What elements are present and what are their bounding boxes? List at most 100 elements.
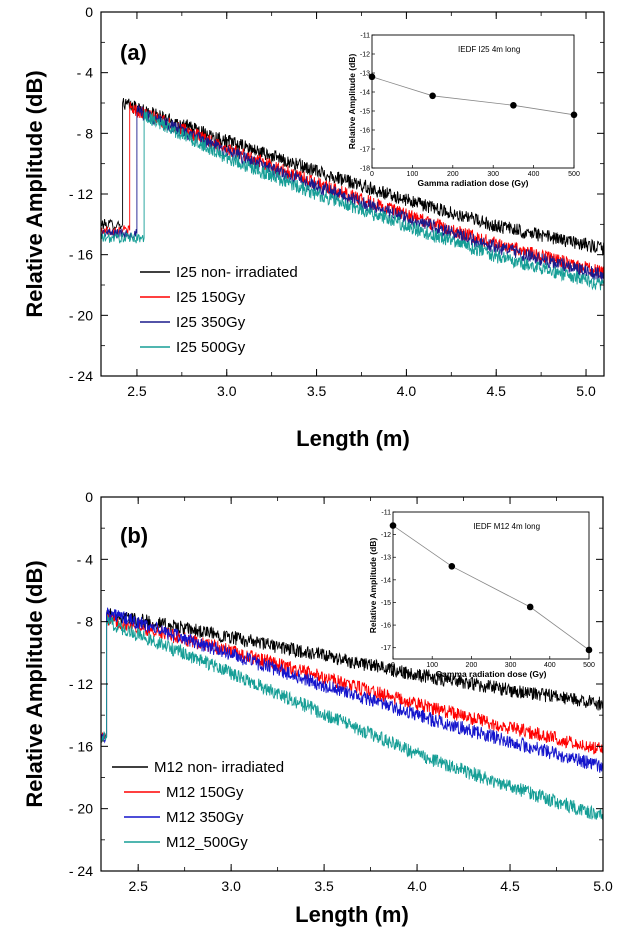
inset-data-point — [429, 92, 436, 100]
x-tick-label: 3.0 — [221, 878, 241, 894]
series-line-4 — [100, 615, 604, 820]
legend-entry: I25 150Gy — [176, 289, 246, 306]
inset-y-tick-label: -17 — [360, 147, 370, 154]
inset-y-tick-label: -14 — [381, 577, 391, 584]
inset-x-tick-label: 100 — [426, 662, 438, 669]
legend-entry: M12 150Gy — [166, 784, 244, 801]
inset-y-tick-label: -16 — [381, 623, 391, 630]
legend-entry: I25 350Gy — [176, 314, 246, 331]
panel-a-legend: I25 non- irradiated I25 150Gy I25 350Gy I25… — [140, 264, 298, 356]
y-tick-label: - 24 — [69, 863, 93, 879]
legend-entry: I25 non- irradiated — [176, 264, 298, 281]
series-line-1 — [100, 608, 604, 743]
x-tick-label: 5.0 — [576, 383, 596, 399]
panel-b-series — [100, 607, 604, 820]
inset-data-point — [448, 562, 456, 570]
inset-data-point — [570, 111, 578, 119]
y-tick-label: - 16 — [69, 738, 93, 754]
inset-x-tick-label: 0 — [391, 662, 395, 669]
x-tick-label: 4.0 — [397, 383, 417, 399]
legend-entry: M12 non- irradiated — [154, 759, 284, 776]
panel-b-axis-ticks: 2.5 3.0 3.5 4.0 4.5 5.0 0 - 4 - 8 - 12 - 16 - 20 - 2… — [69, 489, 613, 894]
inset-x-tick-label: 100 — [407, 171, 419, 178]
inset-x-axis-label: Gamma radiation dose (Gy) — [418, 178, 529, 188]
panel-b-label: (b) — [120, 523, 148, 548]
inset-y-tick-label: -16 — [360, 128, 370, 135]
y-tick-label: - 20 — [69, 307, 93, 323]
inset-x-axis-label: Gamma radiation dose (Gy) — [436, 669, 547, 679]
inset-y-axis-label: Relative Amplitude (dB) — [347, 54, 357, 150]
y-tick-label: - 4 — [77, 551, 94, 567]
y-tick-label: - 8 — [77, 614, 94, 630]
x-tick-label: 2.5 — [128, 878, 148, 894]
x-tick-label: 3.5 — [314, 878, 334, 894]
panel-a: 2.5 3.0 3.5 4.0 4.5 5.0 0 - 4 - 8 - 12 - 16 - 20 - 2… — [22, 4, 605, 451]
y-tick-label: - 24 — [69, 368, 93, 384]
panel-b-x-axis-label: Length (m) — [295, 902, 409, 927]
y-tick-label: 0 — [85, 4, 93, 20]
x-tick-label: 4.5 — [500, 878, 520, 894]
y-tick-label: - 12 — [69, 186, 93, 202]
panel-b-inset: 0 100 200 300 400 500 -11 -12 -13 -14 -15 -16 -17 IED… — [368, 510, 595, 680]
inset-y-tick-label: -18 — [360, 166, 370, 173]
inset-x-tick-label: 500 — [583, 662, 595, 669]
panel-a-series — [100, 98, 605, 291]
x-tick-label: 3.0 — [217, 383, 237, 399]
inset-y-tick-label: -15 — [360, 109, 370, 116]
inset-x-tick-label: 500 — [568, 171, 580, 178]
panel-b: 2.5 3.0 3.5 4.0 4.5 5.0 0 - 4 - 8 - 12 - 16 - 20 - 2… — [22, 489, 613, 927]
panel-a-label: (a) — [120, 40, 147, 65]
inset-y-tick-label: -13 — [381, 555, 391, 562]
x-tick-label: 5.0 — [593, 878, 613, 894]
panel-a-y-axis-label: Relative Amplitude (dB) — [22, 70, 47, 317]
panel-a-x-axis-label: Length (m) — [296, 426, 410, 451]
inset-x-tick-label: 300 — [487, 171, 499, 178]
x-tick-label: 4.5 — [486, 383, 506, 399]
y-tick-label: - 4 — [77, 65, 94, 81]
series-line-1 — [100, 98, 605, 256]
inset-x-tick-label: 200 — [466, 662, 478, 669]
inset-data-point — [526, 603, 534, 611]
inset-frame — [392, 511, 590, 660]
inset-x-tick-label: 400 — [528, 171, 540, 178]
inset-data-point — [368, 73, 376, 81]
panel-a-inset: 0 100 200 300 400 500 -11 -12 -13 -14 -15 -16 -17 -18… — [347, 33, 580, 189]
inset-y-tick-label: -12 — [360, 52, 370, 59]
inset-frame — [371, 34, 575, 169]
y-tick-label: - 16 — [69, 247, 93, 263]
inset-y-tick-label: -17 — [381, 645, 391, 652]
inset-trend-line — [371, 76, 575, 116]
series-line-4 — [100, 109, 605, 291]
inset-y-tick-label: -14 — [360, 90, 370, 97]
legend-entry: M12_500Gy — [166, 834, 248, 851]
y-tick-label: - 20 — [69, 801, 93, 817]
inset-title: IEDF I25 4m long — [458, 45, 520, 54]
panel-b-legend: M12 non- irradiated M12 150Gy M12 350Gy M12… — [112, 759, 284, 851]
inset-x-tick-label: 0 — [370, 171, 374, 178]
x-tick-label: 2.5 — [127, 383, 147, 399]
x-tick-label: 3.5 — [307, 383, 327, 399]
inset-y-tick-label: -11 — [360, 33, 370, 40]
inset-title: IEDF M12 4m long — [473, 522, 540, 531]
inset-y-tick-label: -15 — [381, 600, 391, 607]
y-tick-label: - 8 — [77, 125, 94, 141]
inset-y-tick-label: -12 — [381, 532, 391, 539]
y-tick-label: 0 — [85, 489, 93, 505]
x-tick-label: 4.0 — [407, 878, 427, 894]
inset-data-point — [585, 646, 593, 654]
legend-entry: M12 350Gy — [166, 809, 244, 826]
series-line-2 — [100, 101, 605, 279]
inset-trend-line — [392, 525, 590, 651]
legend-entry: I25 500Gy — [176, 339, 246, 356]
inset-y-tick-label: -13 — [360, 71, 370, 78]
inset-data-point — [510, 102, 517, 109]
inset-x-tick-label: 400 — [544, 662, 556, 669]
series-line-3 — [100, 607, 604, 773]
y-tick-label: - 12 — [69, 676, 93, 692]
inset-y-axis-label: Relative Amplitude (dB) — [368, 538, 378, 634]
panel-a-axis-ticks: 2.5 3.0 3.5 4.0 4.5 5.0 0 - 4 - 8 - 12 - 16 - 20 - 2… — [69, 4, 604, 399]
inset-y-tick-label: -11 — [381, 510, 391, 517]
panel-b-y-axis-label: Relative Amplitude (dB) — [22, 560, 47, 807]
inset-x-tick-label: 200 — [447, 171, 459, 178]
